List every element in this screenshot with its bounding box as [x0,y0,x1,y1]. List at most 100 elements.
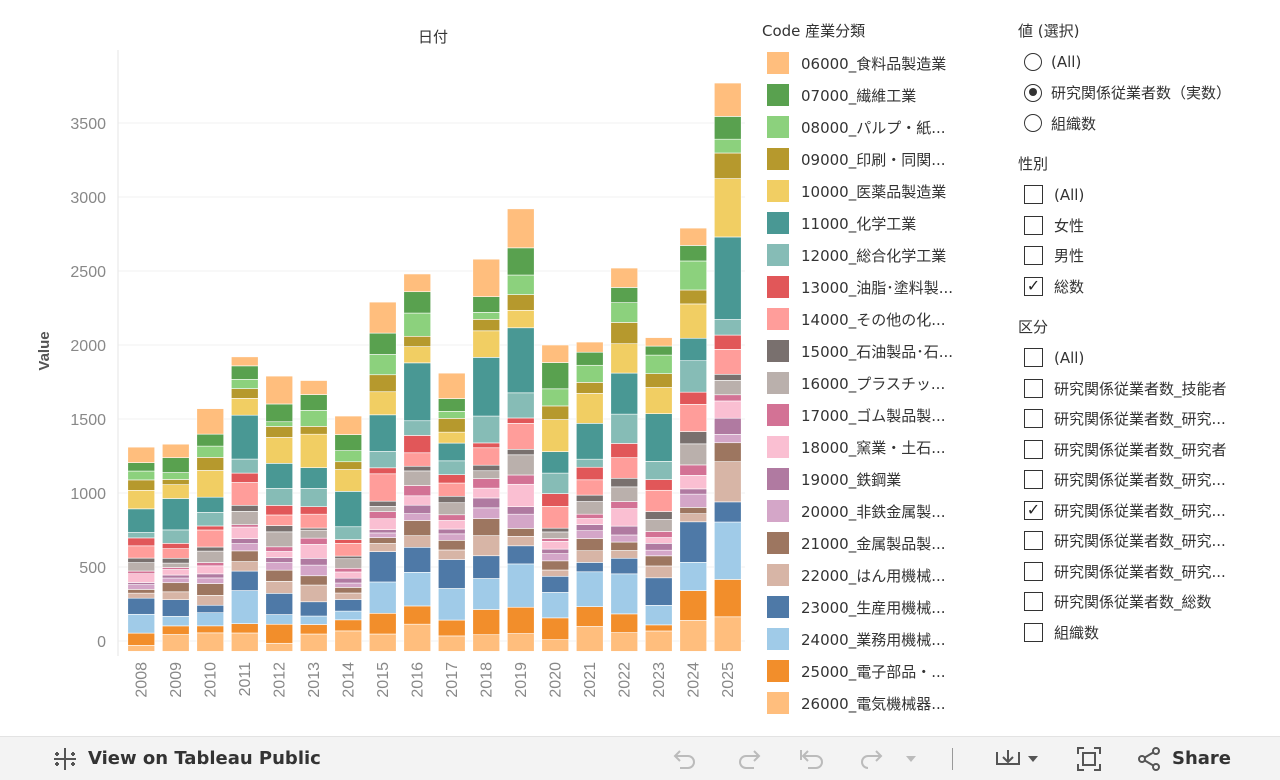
legend-item[interactable]: 12000_総合化学工業 [762,239,1002,271]
filter-category-option[interactable]: 研究関係従業者数_研究... [1018,556,1273,587]
bar-segment [472,470,501,479]
legend-item[interactable]: 06000_食料品製造業 [762,47,1002,79]
checkbox[interactable] [1024,622,1043,642]
legend-item[interactable]: 23000_生産用機械... [762,591,1002,623]
legend-item[interactable]: 25000_電子部品・... [762,655,1002,687]
filter-category-option[interactable]: 研究関係従業者数_研究者 [1018,434,1273,465]
filter-category-option[interactable]: (All) [1018,343,1273,374]
redo-button[interactable] [736,737,762,780]
revert-button[interactable] [798,737,826,780]
filter-value-option[interactable]: (All) [1018,47,1273,78]
bar-segment [368,414,397,452]
bar-segment [368,354,397,376]
undo-button[interactable] [672,737,698,780]
checkbox[interactable] [1024,531,1043,551]
checkbox[interactable] [1024,439,1043,459]
radio-button[interactable] [1024,53,1042,72]
radio-button[interactable] [1024,83,1042,102]
legend-item[interactable]: 09000_印刷・同関... [762,143,1002,175]
legend-item[interactable]: 14000_その他の化... [762,303,1002,335]
bar-segment [644,511,673,520]
legend-item[interactable]: 24000_業務用機械... [762,623,1002,655]
legend-item[interactable]: 19000_鉄鋼業 [762,463,1002,495]
legend-item[interactable]: 10000_医薬品製造業 [762,175,1002,207]
bar-segment [265,581,294,594]
bar-segment [299,544,328,559]
bar-segment [127,446,156,463]
fullscreen-button[interactable] [1076,737,1102,780]
bar-segment [403,546,432,573]
checkbox[interactable] [1024,185,1043,205]
bar-segment [541,472,570,494]
refresh-button[interactable] [858,737,884,780]
chevron-down-icon [1028,755,1038,762]
download-button[interactable] [994,737,1040,780]
checkbox[interactable] [1024,470,1043,490]
filter-sex-option[interactable]: 女性 [1018,210,1273,241]
stacked-bar-chart[interactable]: 0 500 1000 1500 2000 2500 3000 3500 日付 Value 2008 2… [0,0,750,735]
filter-sex-option[interactable]: (All) [1018,180,1273,211]
radio-button[interactable] [1024,114,1042,133]
bar-segment [713,442,742,462]
legend-item[interactable]: 17000_ゴム製品製... [762,399,1002,431]
filter-category-option[interactable]: 研究関係従業者数_総数 [1018,587,1273,618]
filter-category-option[interactable]: 研究関係従業者数_研究... [1018,526,1273,557]
legend-title: Code 産業分類 [762,22,866,40]
bar-segment [334,539,363,544]
bar-segment [679,303,708,339]
checkbox[interactable] [1024,246,1043,266]
legend-item[interactable]: 26000_電気機械器... [762,687,1002,719]
bar-segment [644,630,673,652]
filter-value-option[interactable]: 研究関係従業者数（実数） [1018,78,1273,109]
filter-category-option[interactable]: 研究関係従業者数_研究... [1018,404,1273,435]
legend-item[interactable]: 13000_油脂･塗料製... [762,271,1002,303]
filter-category-option[interactable]: 研究関係従業者数_研究... [1018,465,1273,496]
view-on-tableau-link[interactable]: View on Tableau Public [52,737,321,780]
filter-value-option[interactable]: 組織数 [1018,108,1273,139]
checkbox[interactable] [1024,215,1043,235]
legend-item[interactable]: 16000_プラスチッ... [762,367,1002,399]
bar-segment [644,543,673,551]
bar-segment [299,575,328,586]
bar-segment [472,357,501,417]
x-tick-label: 2014 [340,662,357,698]
filter-category-option[interactable]: 研究関係従業者数_技能者 [1018,373,1273,404]
checkbox[interactable] [1024,409,1043,429]
bar-segment [161,616,190,627]
legend-swatch [767,596,789,618]
bar-segment [368,532,397,538]
checkbox[interactable]: ✓ [1024,500,1043,520]
legend-item[interactable]: 07000_繊維工業 [762,79,1002,111]
legend-item[interactable]: 21000_金属製品製... [762,527,1002,559]
checkbox[interactable] [1024,378,1043,398]
bar-segment [127,570,156,574]
checkbox[interactable]: ✓ [1024,276,1043,296]
filter-value-options: (All) 研究関係従業者数（実数） 組織数 [1018,47,1273,139]
checkbox[interactable] [1024,561,1043,581]
bar-segment [506,633,535,652]
legend-item[interactable]: 15000_石油製品･石... [762,335,1002,367]
bar-segment [610,287,639,303]
bar-segment [437,635,466,652]
bar-segment [437,502,466,516]
bar-segment [713,501,742,523]
filter-sex-option[interactable]: ✓ 総数 [1018,271,1273,302]
legend-item[interactable]: 20000_非鉄金属製... [762,495,1002,527]
bar-segment [437,418,466,433]
bar-segment [127,645,156,652]
legend-item[interactable]: 08000_パルプ・紙... [762,111,1002,143]
bar-segment [472,415,501,444]
checkbox[interactable] [1024,592,1043,612]
bar-segment [541,639,570,652]
filter-sex-option[interactable]: 男性 [1018,241,1273,272]
bar-segment [334,610,363,621]
share-button[interactable]: Share [1136,737,1231,780]
legend-item[interactable]: 22000_はん用機械... [762,559,1002,591]
filter-category-option[interactable]: ✓ 研究関係従業者数_研究... [1018,495,1273,526]
refresh-dropdown[interactable] [904,737,918,780]
checkbox[interactable] [1024,348,1043,368]
filter-category-option[interactable]: 組織数 [1018,617,1273,648]
bar-segment [127,584,156,590]
legend-item[interactable]: 18000_窯業・土石... [762,431,1002,463]
legend-item[interactable]: 11000_化学工業 [762,207,1002,239]
